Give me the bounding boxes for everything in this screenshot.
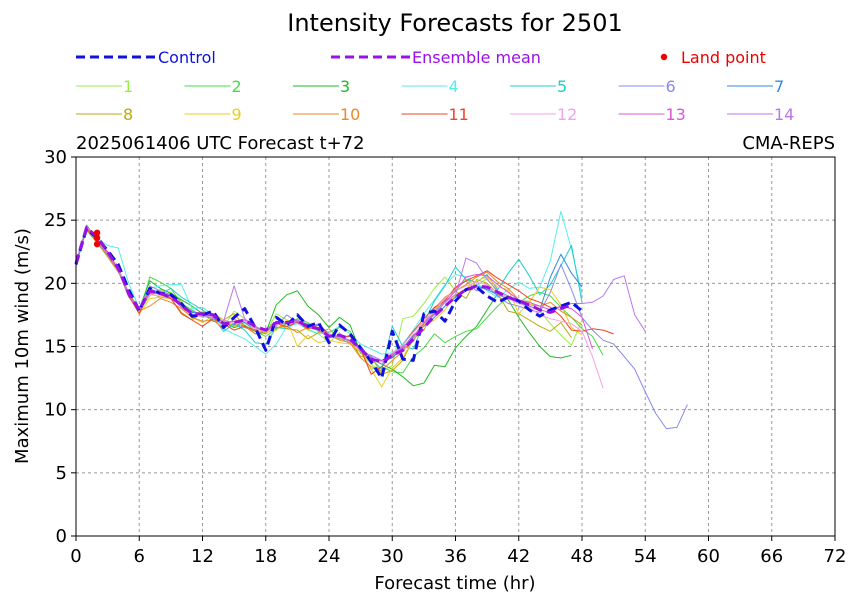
series-line-3 [75, 224, 572, 387]
x-axis: 0 6 12 18 24 30 36 42 48 54 60 66 72 [70, 536, 846, 567]
legend-label: 2 [232, 77, 242, 96]
forecast-issue-label: 2025061406 UTC Forecast t+72 [76, 133, 365, 154]
chart-title: Intensity Forecasts for 2501 [287, 9, 622, 37]
y-tick-label: 20 [44, 273, 67, 294]
grid [76, 157, 835, 536]
x-tick-label: 72 [824, 546, 847, 567]
legend-land-point-marker [660, 53, 668, 61]
x-tick-label: 12 [191, 546, 214, 567]
land-point-marker [93, 234, 101, 242]
land-points [93, 229, 101, 248]
series-line-2 [75, 226, 604, 374]
legend-label: 14 [774, 105, 794, 124]
legend-label: 13 [666, 105, 686, 124]
legend-label: Ensemble mean [412, 48, 541, 67]
x-tick-label: 18 [254, 546, 277, 567]
x-tick-label: 6 [134, 546, 145, 567]
y-tick-label: 30 [44, 147, 67, 168]
legend-label: 3 [340, 77, 350, 96]
land-point-marker [93, 240, 101, 248]
y-tick-label: 0 [56, 526, 67, 547]
x-tick-label: 42 [507, 546, 530, 567]
legend-label: 1 [123, 77, 133, 96]
y-tick-label: 15 [44, 337, 67, 358]
series-line-4 [75, 210, 583, 355]
x-tick-label: 36 [444, 546, 467, 567]
series-line-6 [75, 226, 688, 430]
x-tick-label: 0 [70, 546, 81, 567]
y-axis: 0 5 10 15 20 25 30 [44, 147, 76, 547]
x-tick-label: 30 [381, 546, 404, 567]
legend-label: 4 [449, 77, 459, 96]
y-tick-label: 25 [44, 210, 67, 231]
y-tick-label: 10 [44, 400, 67, 421]
x-axis-label: Forecast time (hr) [374, 573, 535, 594]
series-line-8 [75, 229, 572, 375]
x-tick-label: 54 [634, 546, 657, 567]
model-label: CMA-REPS [742, 133, 835, 154]
legend-label: 7 [774, 77, 784, 96]
x-tick-label: 60 [697, 546, 720, 567]
legend-label: 9 [232, 105, 242, 124]
x-tick-label: 66 [760, 546, 783, 567]
series-lines [74, 210, 688, 430]
legend-label: 10 [340, 105, 360, 124]
legend-label: 5 [557, 77, 567, 96]
y-tick-label: 5 [56, 463, 67, 484]
series-line-ensemble-mean [74, 226, 573, 364]
legend-label: Land point [681, 48, 766, 67]
land-point-marker [93, 229, 101, 236]
y-axis-label: Maximum 10m wind (m/s) [12, 228, 33, 464]
legend-label: 12 [557, 105, 577, 124]
x-tick-label: 24 [318, 546, 341, 567]
legend-label: Control [158, 48, 216, 67]
legend-label: 8 [123, 105, 133, 124]
legend-label: 11 [449, 105, 469, 124]
x-tick-label: 48 [571, 546, 594, 567]
legend-label: 6 [666, 77, 676, 96]
